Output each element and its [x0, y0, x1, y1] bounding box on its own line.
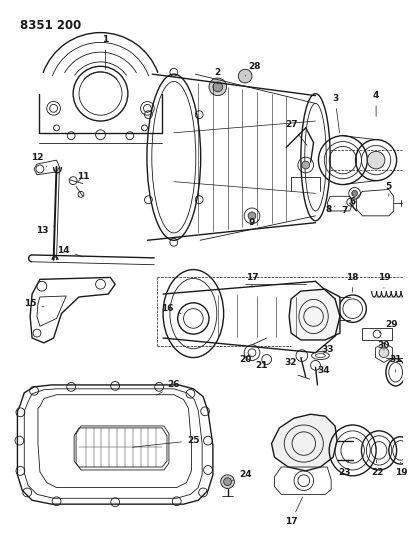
Text: 4: 4	[372, 91, 378, 116]
Text: 16: 16	[160, 304, 180, 313]
Circle shape	[301, 161, 309, 169]
Circle shape	[212, 82, 222, 92]
Circle shape	[247, 212, 255, 220]
Circle shape	[378, 348, 388, 358]
Text: 13: 13	[36, 225, 54, 235]
Text: 33: 33	[320, 345, 333, 354]
Text: 28: 28	[245, 62, 261, 76]
Circle shape	[238, 69, 252, 83]
Text: 21: 21	[255, 361, 267, 370]
Text: 11: 11	[76, 172, 89, 182]
Circle shape	[223, 478, 231, 486]
Text: 5: 5	[385, 182, 391, 196]
Text: 30: 30	[377, 341, 389, 350]
Text: 31: 31	[389, 355, 401, 372]
Text: 34: 34	[316, 366, 329, 375]
Text: 23: 23	[338, 460, 350, 478]
Text: 17: 17	[245, 273, 258, 287]
Text: 27: 27	[284, 120, 306, 146]
Text: 19: 19	[394, 462, 407, 478]
Text: 8: 8	[324, 205, 334, 214]
Text: 22: 22	[370, 460, 382, 478]
Circle shape	[220, 475, 234, 489]
Text: 29: 29	[378, 320, 397, 333]
Text: 8351 200: 8351 200	[20, 19, 81, 33]
Text: 25: 25	[132, 436, 199, 447]
Text: 1: 1	[102, 35, 108, 69]
Text: 18: 18	[346, 273, 358, 292]
Text: 17: 17	[284, 497, 302, 526]
Text: 15: 15	[24, 300, 44, 308]
Text: 19: 19	[377, 273, 389, 288]
Text: 24: 24	[231, 470, 251, 481]
Text: 6: 6	[349, 193, 355, 206]
Circle shape	[351, 190, 357, 196]
Ellipse shape	[366, 151, 384, 169]
Text: 20: 20	[238, 354, 251, 364]
Text: 2: 2	[214, 68, 220, 84]
Circle shape	[209, 78, 226, 95]
Polygon shape	[271, 414, 336, 471]
Text: 12: 12	[31, 153, 47, 167]
Text: 14: 14	[57, 246, 83, 257]
Text: 7: 7	[341, 206, 347, 215]
Polygon shape	[288, 289, 339, 340]
Text: 3: 3	[331, 94, 339, 133]
Text: 9: 9	[248, 218, 254, 227]
Text: 32: 32	[284, 358, 302, 367]
Text: 26: 26	[156, 381, 180, 395]
